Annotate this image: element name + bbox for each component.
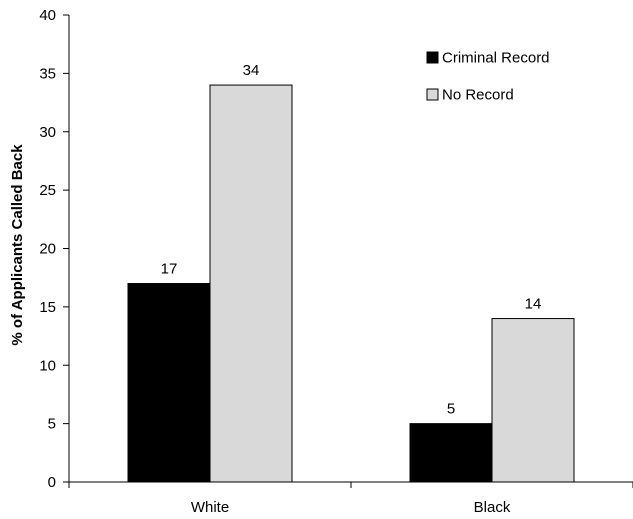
y-axis-title: % of Applicants Called Back xyxy=(9,144,26,346)
data-label: 14 xyxy=(525,296,542,313)
y-tick-label: 0 xyxy=(48,474,56,491)
y-axis: 0 5 10 15 20 25 30 35 40 xyxy=(39,7,70,491)
bar-criminal-record-black xyxy=(409,423,493,483)
legend-swatch xyxy=(426,51,439,64)
y-tick-label: 20 xyxy=(39,241,56,258)
y-tick-label: 10 xyxy=(39,357,56,374)
legend-label: Criminal Record xyxy=(442,50,550,67)
y-tick-label: 40 xyxy=(39,7,56,24)
data-label: 34 xyxy=(243,62,260,79)
y-tick-label: 5 xyxy=(48,416,56,433)
y-tick-label: 15 xyxy=(39,299,56,316)
legend-label: No Record xyxy=(442,87,514,104)
bar-no-record-white xyxy=(209,84,293,483)
y-tick-label: 25 xyxy=(39,182,56,199)
x-axis: White Black xyxy=(68,481,633,516)
data-labels: 17 34 5 14 xyxy=(161,62,542,418)
bar-no-record-black xyxy=(491,318,575,483)
y-tick-label: 30 xyxy=(39,124,56,141)
legend: Criminal Record No Record xyxy=(426,50,550,104)
y-tick-label: 35 xyxy=(39,65,56,82)
bars xyxy=(127,84,575,483)
bar-criminal-record-white xyxy=(127,283,211,483)
legend-swatch xyxy=(426,88,439,101)
data-label: 5 xyxy=(447,401,455,418)
data-label: 17 xyxy=(161,261,178,278)
x-tick-label: White xyxy=(191,499,229,516)
x-tick-label: Black xyxy=(474,499,511,516)
